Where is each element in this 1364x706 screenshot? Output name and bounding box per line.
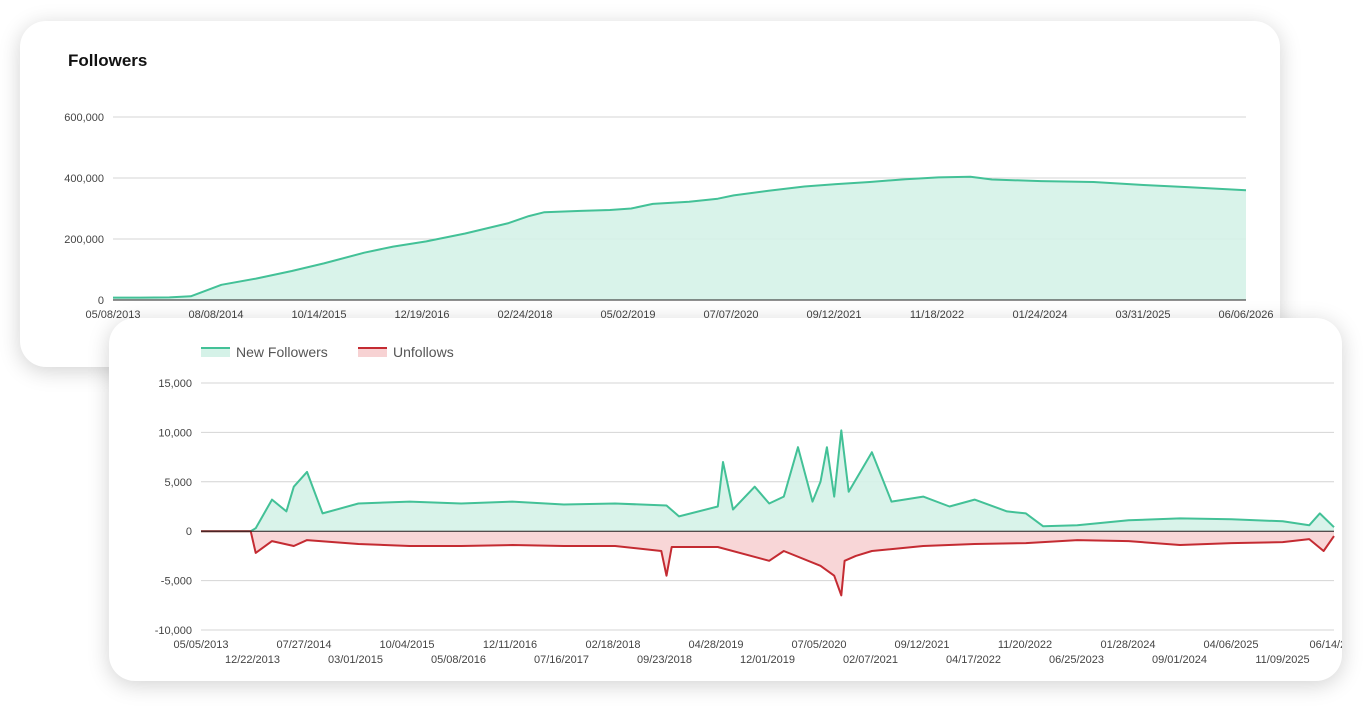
x-tick-label: 04/28/2019 [688, 639, 743, 651]
series-line-unfollows [201, 530, 1335, 597]
y-tick-label: 400,000 [64, 173, 104, 185]
series-line-new-followers [201, 429, 1335, 533]
x-tick-label: 09/12/2021 [894, 639, 949, 651]
daily-changes-chart: -10,000 -5,000 0 5,000 10,000 15,000 05/05/201… [155, 344, 1342, 666]
legend-label: Unfollows [393, 344, 454, 360]
followers-card: Followers 0 200,000 400,000 600,000 05/08/20… [20, 21, 1280, 367]
x-tick-label: 09/23/2018 [637, 654, 692, 666]
x-tick-label: 11/09/2025 [1255, 654, 1309, 666]
y-tick-label: 10,000 [158, 427, 192, 439]
x-tick-label: 12/01/2019 [740, 654, 795, 666]
x-tick-label: 02/07/2021 [843, 654, 898, 666]
y-tick-label: -5,000 [161, 576, 192, 588]
y-tick-label: 600,000 [64, 112, 104, 124]
x-tick-label: 04/17/2022 [946, 654, 1001, 666]
y-tick-label: 15,000 [158, 378, 192, 390]
legend-swatch [358, 348, 387, 357]
x-tick-label: 12/11/2016 [483, 639, 537, 651]
series-line-followers [113, 175, 1247, 299]
x-tick-label: 04/06/2025 [1203, 639, 1258, 651]
x-tick-label: 06/25/2023 [1049, 654, 1104, 666]
y-tick-label: 200,000 [64, 234, 104, 246]
y-tick-label: 5,000 [164, 477, 192, 489]
x-tick-label: 01/28/2024 [1100, 639, 1155, 651]
x-tick-label: 03/01/2015 [328, 654, 383, 666]
x-tick-label: 06/14/202 [1310, 639, 1342, 651]
series-area-followers [113, 176, 1246, 300]
x-tick-label: 05/08/2013 [85, 309, 140, 321]
x-tick-label: 09/01/2024 [1152, 654, 1207, 666]
x-tick-label: 02/18/2018 [585, 639, 640, 651]
x-tick-label: 05/05/2013 [173, 639, 228, 651]
legend-label: New Followers [236, 344, 328, 360]
x-tick-label: 11/20/2022 [998, 639, 1052, 651]
x-tick-label: 07/27/2014 [276, 639, 331, 651]
x-tick-label: 07/05/2020 [791, 639, 846, 651]
y-tick-label: 0 [98, 295, 104, 307]
x-tick-label: 10/04/2015 [379, 639, 434, 651]
y-tick-label: -10,000 [155, 625, 192, 637]
y-tick-label: 0 [186, 526, 192, 538]
followers-chart-title: Followers [68, 51, 148, 70]
legend-swatch [201, 348, 230, 357]
daily-changes-card: -10,000 -5,000 0 5,000 10,000 15,000 05/05/201… [109, 318, 1342, 681]
x-tick-label: 05/08/2016 [431, 654, 486, 666]
series-area-unfollows [201, 531, 1334, 596]
series-area-new-followers [201, 430, 1334, 532]
x-tick-label: 07/16/2017 [534, 654, 589, 666]
x-tick-label: 12/22/2013 [225, 654, 280, 666]
